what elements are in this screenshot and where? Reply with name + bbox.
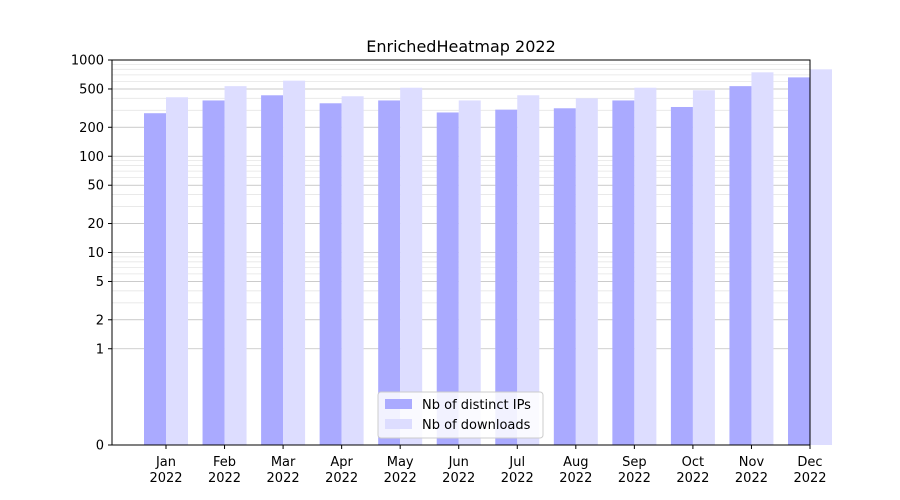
bar-downloads — [634, 87, 657, 445]
legend-swatch — [385, 399, 412, 409]
bar-downloads — [341, 96, 364, 445]
y-tick-label: 20 — [87, 217, 104, 232]
bar-distinct-ips — [378, 100, 401, 445]
bar-downloads — [517, 95, 540, 446]
x-tick-label: May 2022 — [384, 455, 417, 486]
y-tick-label: 5 — [96, 275, 104, 290]
chart-title: EnrichedHeatmap 2022 — [366, 37, 556, 56]
x-tick-label-line: 2022 — [735, 471, 768, 486]
x-tick-label: Feb 2022 — [208, 455, 241, 486]
legend-box — [377, 391, 544, 439]
x-tick-label-line: 2022 — [676, 471, 709, 486]
y-tick-label: 50 — [87, 179, 104, 194]
bar-distinct-ips — [144, 113, 166, 446]
x-tick-label-line: Sep — [622, 455, 647, 470]
y-axis-ticks: 0 1 2 5 10 20 50 100 200 500 1000 — [71, 54, 112, 454]
x-tick-label-line: Nov — [739, 455, 765, 470]
x-tick-label: Oct 2022 — [676, 455, 709, 486]
x-tick-label-line: Jun — [448, 455, 469, 470]
x-tick-label-line: Mar — [271, 455, 296, 470]
bar-distinct-ips — [612, 100, 635, 445]
y-tick-label: 500 — [79, 82, 104, 97]
bar-downloads — [692, 90, 715, 445]
x-tick-label-line: Dec — [797, 455, 822, 470]
x-tick-label: Jul 2022 — [501, 455, 534, 486]
x-tick-label: Nov 2022 — [735, 455, 768, 486]
x-tick-label: Sep 2022 — [618, 455, 651, 486]
bar-distinct-ips — [729, 86, 752, 446]
bar-distinct-ips — [202, 100, 225, 445]
legend-swatch — [385, 419, 412, 429]
y-tick-label: 1 — [96, 342, 104, 357]
bar-downloads — [283, 80, 306, 446]
bar-downloads — [751, 72, 774, 445]
bar-distinct-ips — [495, 109, 518, 445]
bar-distinct-ips — [670, 106, 693, 445]
bar-downloads — [400, 87, 423, 445]
y-tick-label: 1000 — [71, 54, 104, 69]
bar-distinct-ips — [261, 95, 284, 446]
bar-distinct-ips — [436, 112, 459, 445]
x-tick-label-line: Apr — [330, 455, 353, 470]
x-tick-label-line: Oct — [682, 455, 704, 470]
y-tick-label: 10 — [87, 246, 104, 261]
x-tick-label-line: 2022 — [325, 471, 358, 486]
plot-frame — [111, 59, 811, 446]
x-tick-label-line: 2022 — [618, 471, 651, 486]
x-tick-label: Aug 2022 — [559, 455, 592, 486]
x-tick-label-line: 2022 — [559, 471, 592, 486]
y-tick-label: 100 — [79, 150, 104, 165]
bar-downloads — [458, 100, 481, 445]
bar-distinct-ips — [319, 103, 342, 445]
x-tick-label-line: Jan — [155, 455, 176, 470]
bars — [144, 69, 832, 446]
legend: Nb of distinct IPs Nb of downloads — [377, 391, 544, 439]
bar-downloads — [166, 97, 188, 445]
x-tick-label-line: 2022 — [384, 471, 417, 486]
y-tick-label: 0 — [96, 439, 104, 454]
x-tick-label-line: 2022 — [208, 471, 241, 486]
legend-label: Nb of downloads — [422, 418, 531, 433]
bar-downloads — [224, 86, 247, 446]
bar-distinct-ips — [788, 77, 810, 445]
bar-downloads — [575, 98, 598, 445]
x-tick-label: Jan 2022 — [149, 455, 182, 486]
x-tick-label-line: Aug — [563, 455, 588, 470]
x-tick-label-line: Jul — [508, 455, 525, 470]
bar-downloads — [810, 69, 832, 446]
legend-label: Nb of distinct IPs — [422, 398, 531, 413]
x-tick-label-line: 2022 — [267, 471, 300, 486]
x-tick-label-line: 2022 — [501, 471, 534, 486]
x-tick-label-line: 2022 — [793, 471, 826, 486]
bar-distinct-ips — [553, 108, 576, 446]
y-tick-label: 2 — [96, 313, 104, 328]
x-tick-label-line: Feb — [213, 455, 236, 470]
x-tick-label-line: 2022 — [149, 471, 182, 486]
x-tick-label: Dec 2022 — [793, 455, 826, 486]
x-tick-label-line: May — [387, 455, 414, 470]
x-tick-label: Apr 2022 — [325, 455, 358, 486]
x-tick-label: Mar 2022 — [267, 455, 300, 486]
x-tick-label: Jun 2022 — [442, 455, 475, 486]
y-tick-label: 200 — [79, 121, 104, 136]
x-tick-label-line: 2022 — [442, 471, 475, 486]
